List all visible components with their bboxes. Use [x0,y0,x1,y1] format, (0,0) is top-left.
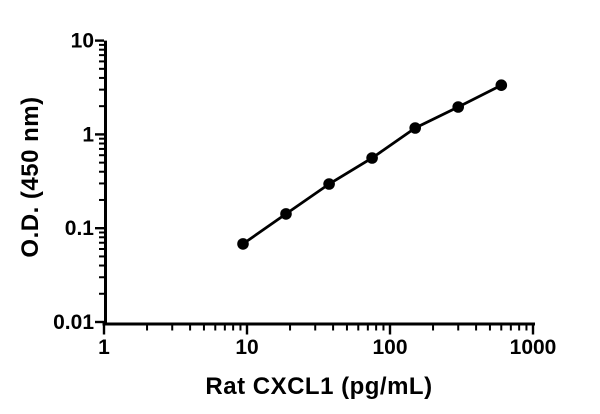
x-tick-label: 10 [235,336,258,359]
data-point [495,79,508,91]
y-tick-label: 0.1 [65,217,95,240]
data-point [280,208,292,220]
data-point [452,101,465,113]
data-point [409,122,422,134]
data-point [323,178,335,190]
data-point [237,238,249,250]
y-tick-label: 10 [71,30,94,53]
y-tick-label: 1 [82,123,94,146]
x-tick-label: 1 [98,336,110,359]
plot-area: 1 10 100 1000 0.01 0.1 1 10 [53,30,556,359]
y-tick-label: 0.01 [53,311,94,334]
x-tick-label: 100 [372,336,407,359]
x-tick-label: 1000 [510,336,557,359]
data-point [366,152,378,164]
y-axis-title: O.D. (450 nm) [17,96,44,257]
x-axis-title: Rat CXCL1 (pg/mL) [205,373,432,400]
